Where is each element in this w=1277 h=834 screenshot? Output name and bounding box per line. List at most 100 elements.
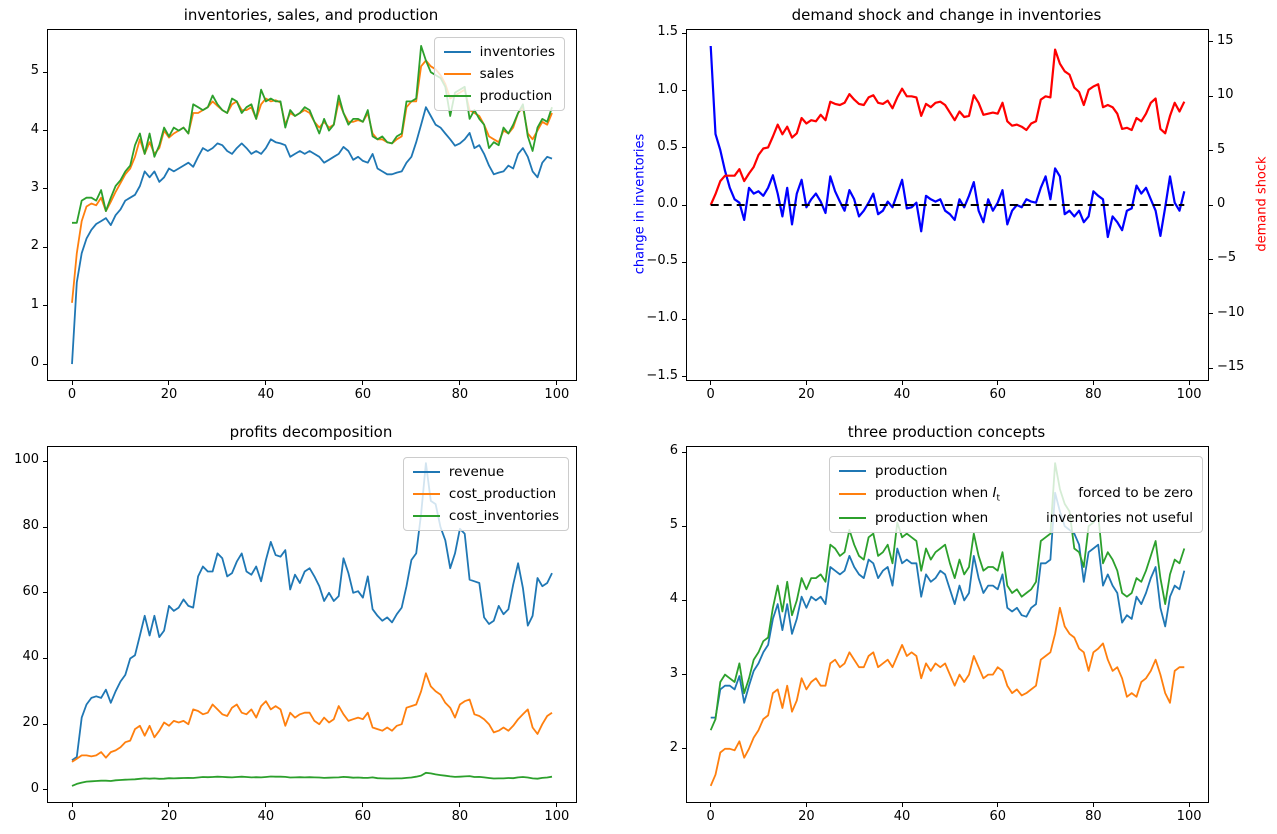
y-tick-mark [682, 674, 686, 676]
series-change-in-inventories-line [709, 45, 1186, 239]
legend-line-swatch [412, 515, 440, 517]
y-tick-label: 5 [30, 63, 39, 79]
y-tick-mark [682, 748, 686, 750]
x-tick-label: 60 [354, 387, 372, 402]
x-tick-mark [805, 381, 807, 385]
y-tick-mark [43, 363, 47, 365]
y-tick-label: −1.5 [646, 367, 678, 383]
x-tick-mark [1188, 803, 1190, 807]
legend-label: revenue [448, 464, 505, 480]
y-tick-mark-right [1209, 150, 1213, 152]
y-tick-mark-right [1209, 95, 1213, 97]
x-tick-label: 60 [989, 809, 1006, 824]
legend-label: production when inventories not useful [875, 510, 1193, 526]
legend: revenue cost_production cost_inventories [402, 457, 569, 531]
x-tick-mark [168, 803, 170, 807]
y-tick-mark [682, 90, 686, 92]
legend-label: production when It forced to be zero [875, 485, 1193, 504]
math-italic-I: I [992, 485, 997, 501]
legend-label: inventories [479, 44, 555, 60]
legend-label: cost_production [448, 486, 557, 502]
y-tick-label: 0.0 [657, 196, 678, 211]
y-tick-mark [43, 789, 47, 791]
series-production-line [710, 491, 1186, 719]
legend-label: cost_inventories [448, 508, 559, 524]
y-tick-label-right: 0 [1217, 196, 1226, 211]
series-demand-shock-line [709, 48, 1186, 206]
chart-title-three-production-concepts: three production concepts [847, 423, 1046, 441]
y-tick-label: 2 [30, 238, 39, 254]
y-tick-mark [43, 526, 47, 528]
legend-label: production [875, 463, 948, 479]
x-tick-label: 20 [798, 387, 815, 402]
legend-entry: inventories [443, 44, 555, 60]
y-tick-label: 0 [30, 780, 39, 796]
x-tick-label: 40 [893, 387, 911, 402]
y-tick-label: 6 [669, 443, 678, 459]
y-tick-mark [43, 305, 47, 307]
x-tick-label: 0 [67, 809, 77, 824]
legend-label-left: production when [875, 509, 989, 526]
y-tick-label: 20 [22, 715, 39, 731]
x-tick-label: 80 [1085, 809, 1102, 824]
x-tick-mark [710, 803, 712, 807]
x-tick-mark [459, 381, 461, 385]
legend-label-right: inventories not useful [1046, 509, 1193, 526]
x-tick-mark [362, 803, 364, 807]
y-tick-label: 5 [669, 517, 678, 533]
y-tick-label: 4 [30, 121, 39, 137]
series-revenue-line [71, 462, 553, 762]
y-tick-mark [43, 723, 47, 725]
y-tick-label: 3 [669, 665, 678, 681]
x-tick-label: 40 [257, 387, 275, 402]
x-tick-mark [556, 381, 558, 385]
x-tick-mark [71, 381, 73, 385]
x-tick-mark [901, 381, 903, 385]
legend-entry: revenue [412, 464, 559, 480]
x-tick-label: 0 [67, 387, 77, 402]
x-tick-label: 40 [893, 809, 911, 824]
legend-label: sales [479, 66, 515, 82]
y-tick-mark [43, 592, 47, 594]
y-tick-mark-right [1209, 367, 1213, 369]
legend-label: production [479, 88, 553, 104]
plot-area [709, 462, 1186, 787]
plot-three-production-concepts: 0 20 40 60 80 100 2 3 4 5 6 production production wh… [670, 443, 1209, 824]
x-tick-label: 20 [160, 809, 178, 824]
plot-area [71, 462, 553, 787]
y-tick-label-right: −5 [1217, 250, 1237, 266]
x-tick-label: 80 [451, 809, 469, 824]
plot-area [71, 44, 553, 365]
x-tick-label: 40 [257, 809, 275, 824]
series-cost-production-line [71, 672, 553, 763]
y-tick-label-right: −10 [1217, 304, 1245, 320]
x-tick-mark [168, 381, 170, 385]
chart-title-inventories-sales-production: inventories, sales, and production [183, 6, 439, 24]
x-tick-label: 60 [354, 809, 372, 824]
x-tick-label: 80 [451, 387, 469, 402]
x-tick-mark [1092, 381, 1094, 385]
x-tick-mark [901, 803, 903, 807]
y-tick-mark-right [1209, 204, 1213, 206]
y-tick-mark [43, 71, 47, 73]
y-tick-label: 1.0 [657, 81, 678, 97]
y-tick-label: 40 [22, 649, 39, 665]
y-tick-mark [682, 376, 686, 378]
x-tick-label: 100 [544, 809, 570, 824]
y-tick-mark [682, 204, 686, 206]
y-tick-mark-right [1209, 258, 1213, 260]
legend-line-swatch [443, 51, 471, 53]
legend-line-swatch [443, 73, 471, 75]
y-tick-mark [682, 147, 686, 149]
x-tick-mark [265, 803, 267, 807]
y-tick-mark [682, 451, 686, 453]
y-tick-label-right: 10 [1217, 87, 1234, 103]
y-tick-mark [43, 657, 47, 659]
legend-line-swatch [412, 471, 440, 473]
x-tick-mark [710, 381, 712, 385]
y-tick-label: 4 [669, 591, 678, 607]
y-tick-mark [43, 460, 47, 462]
legend-line-swatch [443, 95, 471, 97]
y-tick-mark [43, 130, 47, 132]
